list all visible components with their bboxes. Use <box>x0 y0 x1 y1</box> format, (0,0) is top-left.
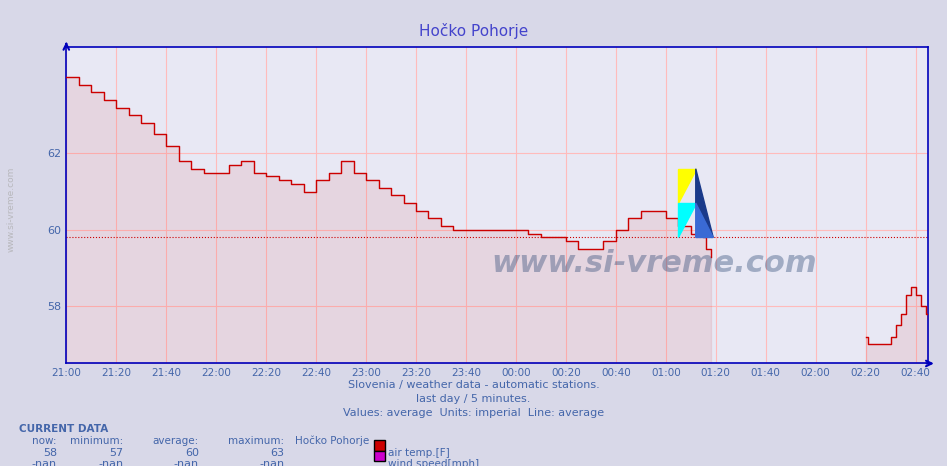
Text: www.si-vreme.com: www.si-vreme.com <box>7 167 16 253</box>
Text: 60: 60 <box>185 448 199 458</box>
Text: Hočko Pohorje: Hočko Pohorje <box>419 23 528 39</box>
Text: 58: 58 <box>43 448 57 458</box>
Text: www.si-vreme.com: www.si-vreme.com <box>491 249 816 278</box>
Text: 57: 57 <box>109 448 123 458</box>
Text: maximum:: maximum: <box>228 436 284 445</box>
Text: Hočko Pohorje: Hočko Pohorje <box>295 436 369 446</box>
Text: wind speed[mph]: wind speed[mph] <box>388 459 479 466</box>
Polygon shape <box>678 169 696 203</box>
Text: CURRENT DATA: CURRENT DATA <box>19 424 108 434</box>
Text: Values: average  Units: imperial  Line: average: Values: average Units: imperial Line: av… <box>343 408 604 418</box>
Polygon shape <box>678 203 696 238</box>
Polygon shape <box>696 169 713 238</box>
Text: 63: 63 <box>270 448 284 458</box>
Text: now:: now: <box>32 436 57 445</box>
Text: air temp.[F]: air temp.[F] <box>388 448 450 458</box>
Text: -nan: -nan <box>259 459 284 466</box>
Text: minimum:: minimum: <box>70 436 123 445</box>
Text: -nan: -nan <box>31 459 57 466</box>
Text: -nan: -nan <box>98 459 123 466</box>
Polygon shape <box>696 203 713 238</box>
Text: average:: average: <box>152 436 199 445</box>
Text: Slovenia / weather data - automatic stations.: Slovenia / weather data - automatic stat… <box>348 380 599 390</box>
Text: -nan: -nan <box>173 459 199 466</box>
Text: last day / 5 minutes.: last day / 5 minutes. <box>417 394 530 404</box>
